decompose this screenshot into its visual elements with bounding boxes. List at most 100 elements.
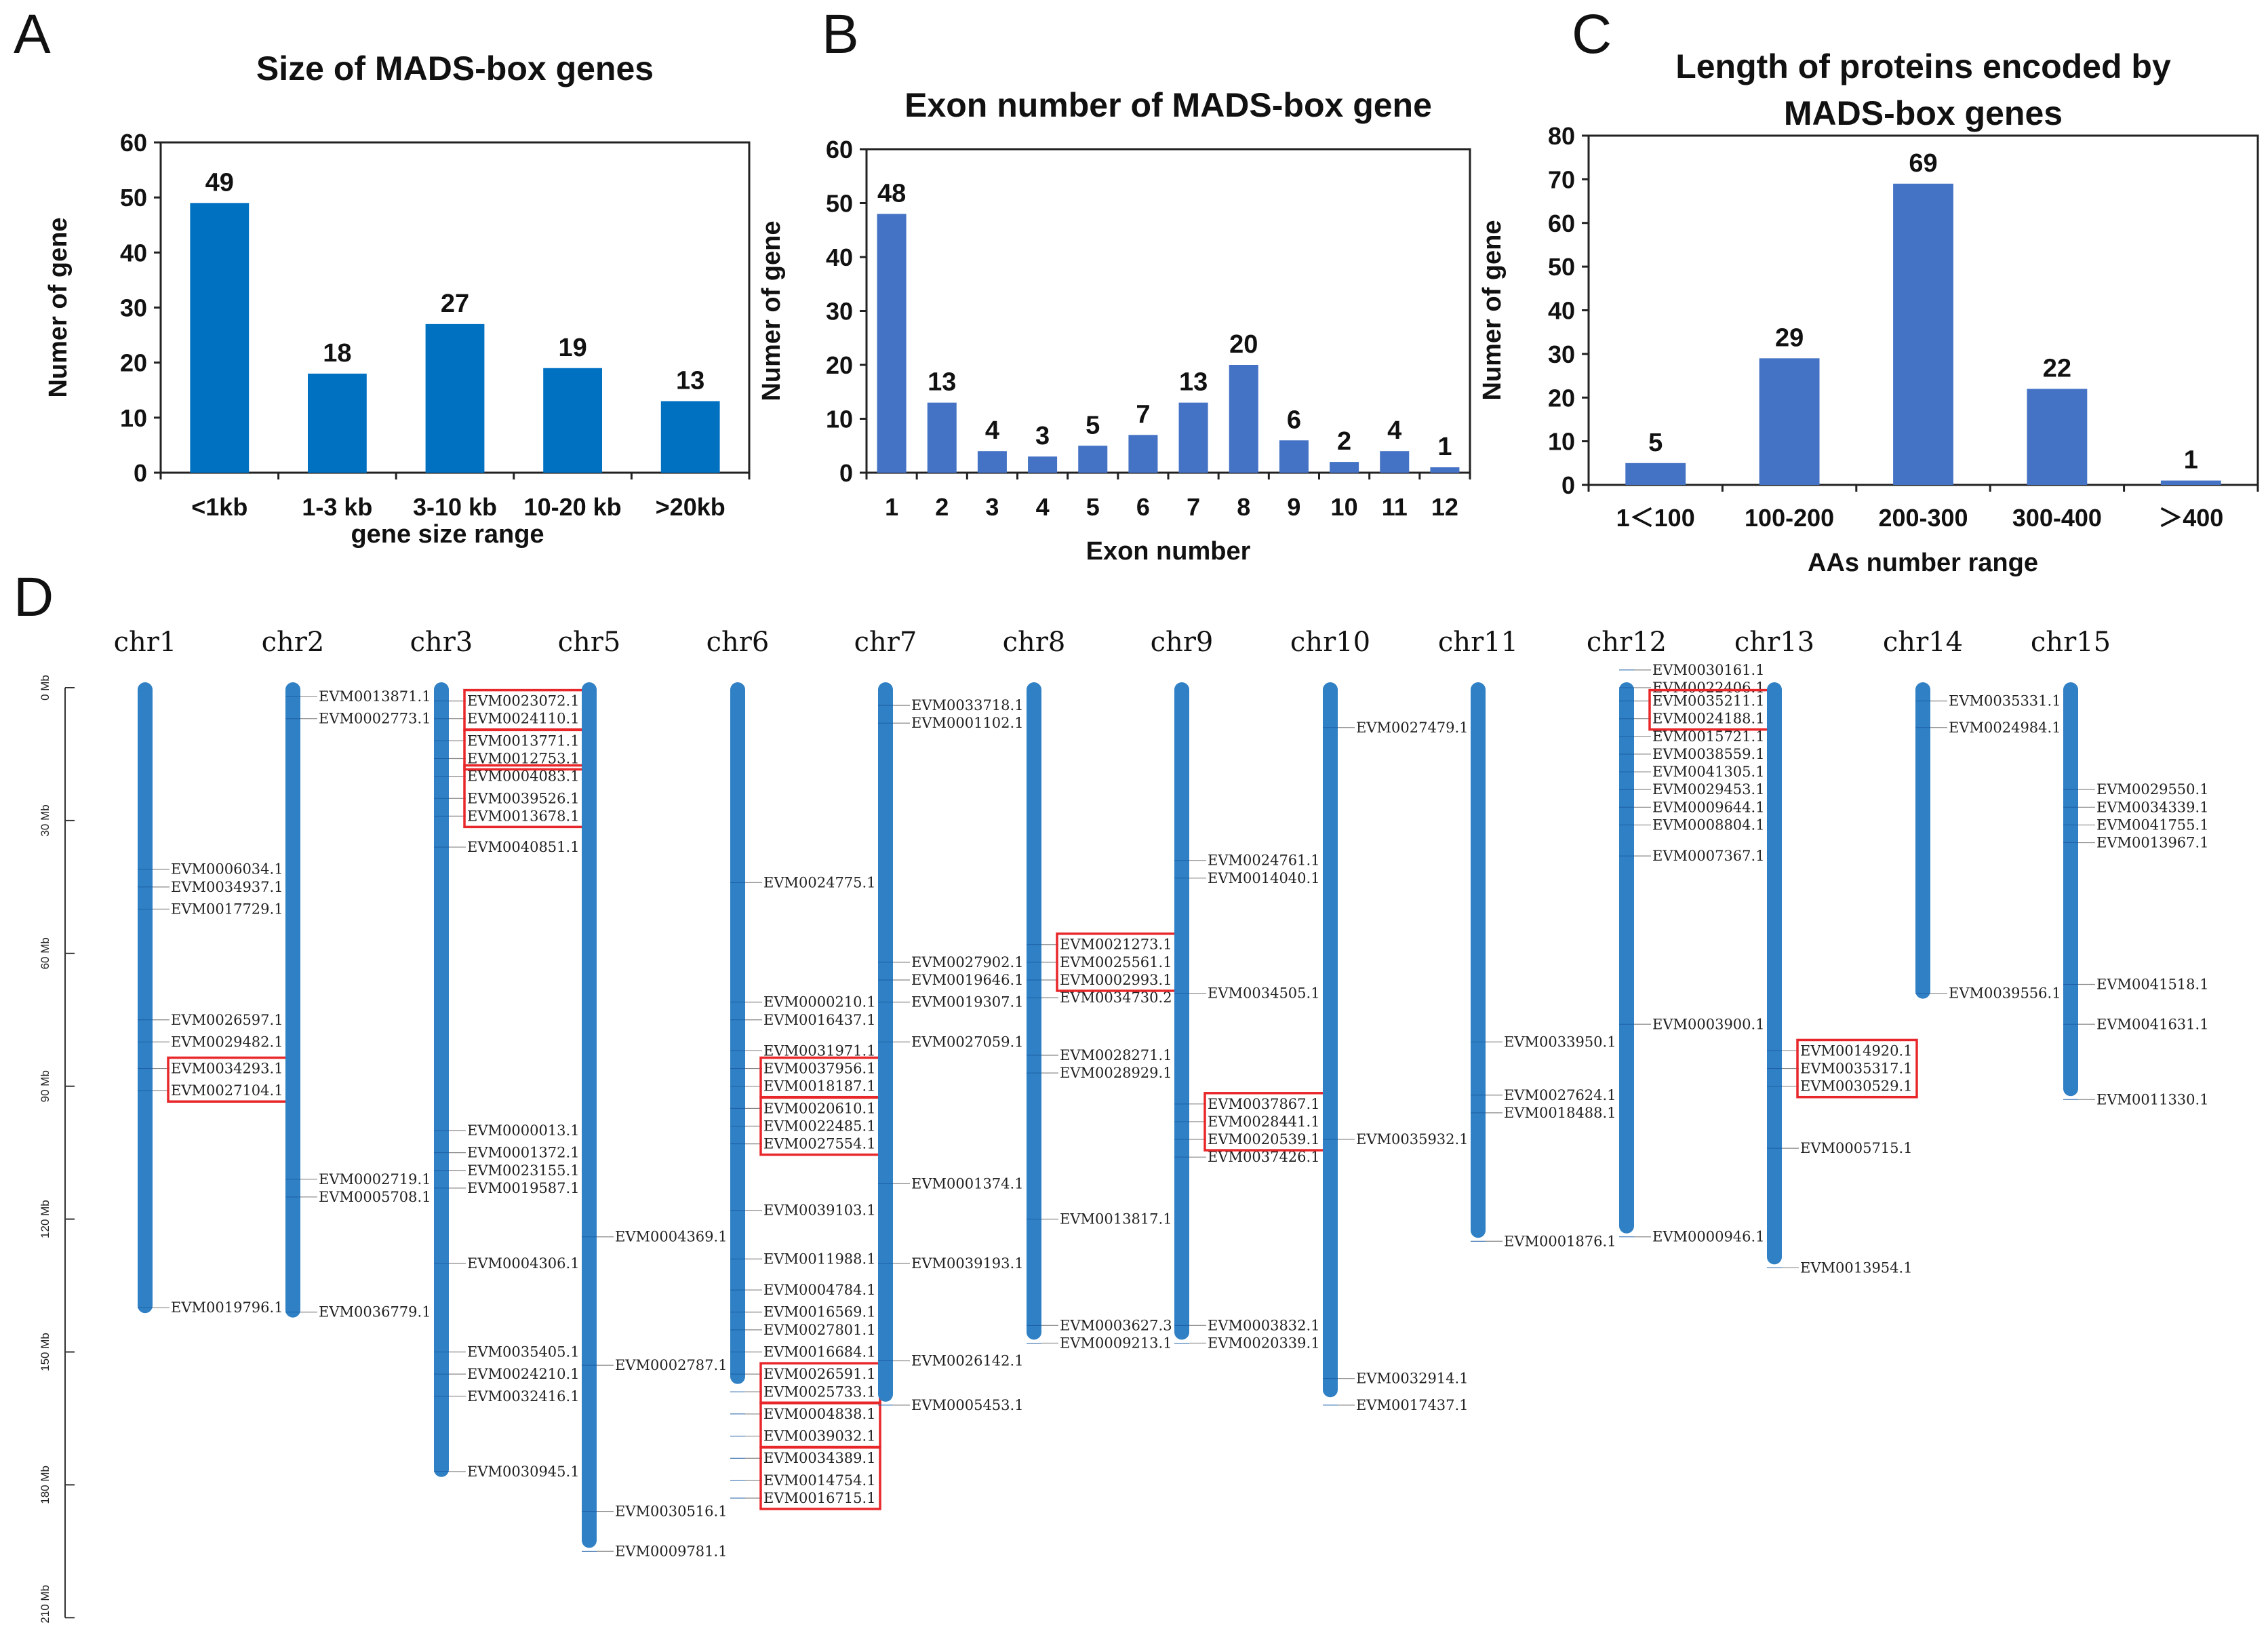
chart-protein-length: Length of proteins encoded by MADS-box ge… — [1478, 47, 2259, 577]
chromosome-chr13: chr13 EVM0014920.1 EVM0035317.1EVM0030529.… — [1734, 627, 1918, 1276]
gene-label: EVM0032416.1 — [467, 1388, 580, 1405]
chromosome-bar — [1323, 682, 1338, 1398]
x-tick-label: 1 — [885, 493, 898, 521]
chromosome-bar — [1767, 682, 1782, 1265]
gene-label: EVM0025733.1 — [763, 1384, 876, 1400]
panel-letter-a: A — [14, 3, 51, 65]
gene-label: EVM0017437.1 — [1356, 1397, 1469, 1413]
scale-tick-label: 90 Mb — [39, 1070, 52, 1102]
gene-label: EVM0013678.1 — [467, 808, 580, 824]
x-tick-label: 200-300 — [1878, 504, 1968, 532]
x-tick-label: <1kb — [191, 493, 247, 521]
chromosome-chr14: chr14 EVM0035331.1 EVM0024984.1 EVM0039556.… — [1883, 627, 2061, 1002]
y-tick-label: 60 — [120, 129, 147, 157]
gene-label: EVM0008804.1 — [1652, 817, 1765, 833]
y-tick-label: 20 — [826, 351, 853, 379]
scale-tick-label: 0 Mb — [39, 675, 52, 701]
gene-label: EVM0001102.1 — [911, 715, 1024, 731]
gene-label: EVM0040851.1 — [467, 839, 580, 855]
bar-1kb — [190, 203, 250, 473]
gene-label: EVM0039103.1 — [763, 1202, 876, 1219]
gene-label: EVM0037956.1 — [763, 1061, 876, 1077]
bar-20kb — [660, 401, 720, 473]
bar-200-300 — [1893, 183, 1953, 485]
gene-label: EVM0004784.1 — [763, 1282, 876, 1298]
gene-label: EVM0014040.1 — [1208, 870, 1320, 886]
gene-label: EVM0022485.1 — [763, 1118, 876, 1134]
gene-label: EVM0016437.1 — [763, 1012, 876, 1028]
gene-label: EVM0036779.1 — [319, 1304, 431, 1320]
gene-label: EVM0041305.1 — [1652, 764, 1765, 780]
gene-label: EVM0011988.1 — [763, 1251, 876, 1267]
scale-tick-label: 180 Mb — [39, 1466, 52, 1504]
gene-label: EVM0034293.1 — [171, 1061, 283, 1077]
chromosome-label: chr7 — [854, 627, 917, 658]
gene-label: EVM0005715.1 — [1800, 1140, 1913, 1156]
x-tick-label: 11 — [1382, 493, 1408, 521]
x-tick-label: 2 — [935, 493, 949, 521]
chromosome-bar — [285, 682, 300, 1318]
chromosome-label: chr1 — [114, 627, 177, 658]
gene-label: EVM0029550.1 — [2096, 781, 2209, 798]
gene-label: EVM0020539.1 — [1208, 1131, 1320, 1147]
y-tick-label: 40 — [120, 239, 147, 267]
chromosome-label: chr3 — [410, 627, 473, 658]
bar-1-3-kb — [308, 373, 367, 473]
bar-400 — [2160, 480, 2221, 485]
gene-label: EVM0000946.1 — [1652, 1229, 1765, 1245]
data-label: 4 — [985, 416, 999, 445]
gene-label: EVM0002993.1 — [1060, 972, 1172, 988]
y-tick-label: 10 — [120, 404, 147, 432]
gene-label: EVM0004838.1 — [763, 1406, 876, 1422]
y-tick-label: 30 — [1548, 340, 1575, 368]
gene-label: EVM0003832.1 — [1208, 1317, 1320, 1333]
gene-label: EVM0027902.1 — [911, 954, 1024, 970]
gene-label: EVM0017729.1 — [171, 901, 283, 918]
gene-label: EVM0039556.1 — [1949, 985, 2061, 1002]
data-label: 22 — [2043, 354, 2071, 382]
y-tick-label: 40 — [826, 243, 853, 271]
gene-label: EVM0020339.1 — [1208, 1335, 1320, 1351]
gene-label: EVM0039193.1 — [911, 1255, 1024, 1272]
gene-label: EVM0031971.1 — [763, 1042, 876, 1059]
y-tick-label: 10 — [826, 406, 853, 433]
x-tick-label: 4 — [1036, 493, 1050, 521]
chromosome-chr7: chr7 EVM0033718.1 EVM0001102.1 EVM0027902.1… — [854, 627, 1024, 1413]
chromosome-chr11: chr11 EVM0033950.1 EVM0027624.1 EVM0018488.… — [1438, 627, 1616, 1249]
gene-label: EVM0014920.1 — [1800, 1042, 1913, 1059]
gene-label: EVM0039032.1 — [763, 1428, 876, 1445]
gene-label: EVM0005708.1 — [319, 1189, 431, 1205]
gene-label: EVM0033718.1 — [911, 697, 1024, 713]
chromosome-bar — [434, 682, 449, 1477]
x-tick-label: 7 — [1187, 493, 1200, 521]
bar-10 — [1330, 462, 1359, 473]
gene-label: EVM0024110.1 — [467, 711, 580, 727]
highlight-box — [1796, 1038, 1918, 1099]
scale-tick-label: 60 Mb — [39, 937, 52, 969]
gene-label: EVM0003627.3 — [1060, 1317, 1172, 1333]
y-tick-label: 0 — [134, 459, 147, 487]
bar-6 — [1128, 435, 1158, 473]
data-label: 1 — [1437, 433, 1452, 461]
data-label: 48 — [877, 179, 906, 208]
x-tick-label: 3 — [985, 493, 999, 521]
y-tick-label: 60 — [826, 136, 853, 163]
chart-title: Length of proteins encoded by — [1675, 47, 2171, 85]
x-tick-label: 3-10 kb — [413, 493, 497, 521]
gene-label: EVM0024775.1 — [763, 874, 876, 890]
gene-label: EVM0041755.1 — [2096, 817, 2209, 833]
gene-label: EVM0027479.1 — [1356, 720, 1469, 736]
chromosome-label: chr11 — [1438, 627, 1518, 658]
gene-label: EVM0005453.1 — [911, 1397, 1024, 1413]
gene-label: EVM0026597.1 — [171, 1012, 283, 1028]
chart-title: MADS-box genes — [1784, 94, 2063, 132]
y-tick-label: 30 — [826, 298, 853, 326]
gene-label: EVM0039526.1 — [467, 790, 580, 806]
x-tick-label: 6 — [1136, 493, 1150, 521]
data-label: 4 — [1387, 416, 1401, 445]
data-label: 13 — [676, 366, 704, 395]
gene-label: EVM0011330.1 — [2096, 1091, 2209, 1107]
chromosome-bar — [1174, 682, 1189, 1340]
